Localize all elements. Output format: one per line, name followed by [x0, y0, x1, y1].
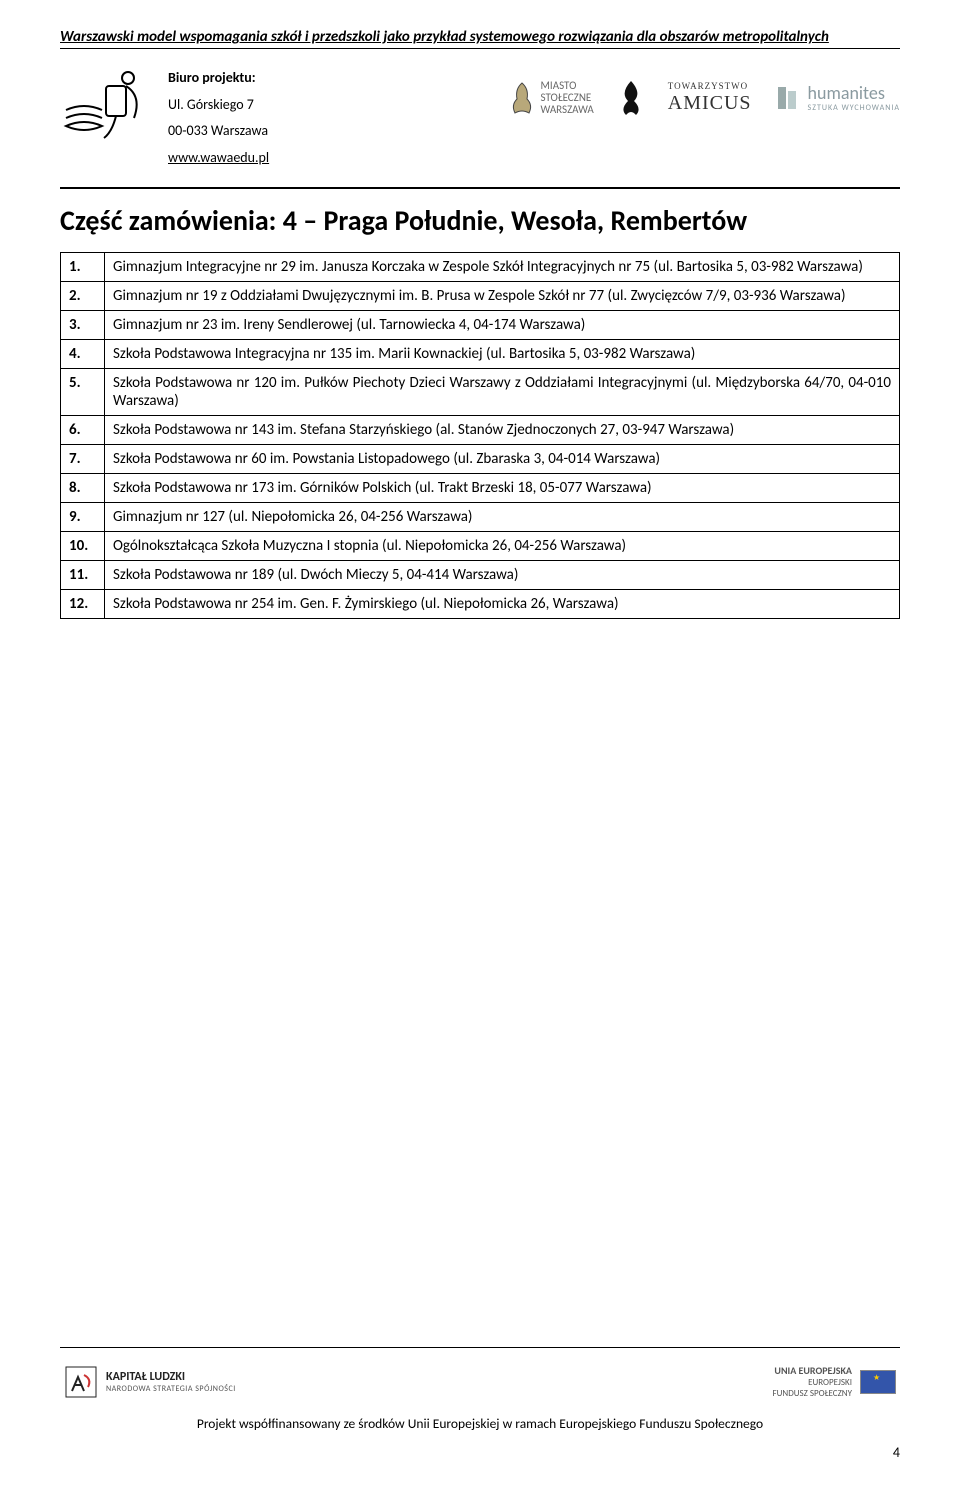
humanites-name: humanites: [808, 84, 900, 104]
row-text: Szkoła Podstawowa nr 143 im. Stefana Sta…: [105, 416, 900, 445]
office-url: www.wawaedu.pl: [168, 145, 318, 172]
table-row: 3.Gimnazjum nr 23 im. Ireny Sendlerowej …: [61, 311, 900, 340]
eu-title: UNIA EUROPEJSKA: [772, 1364, 852, 1377]
row-number: 12.: [61, 590, 105, 619]
row-number: 9.: [61, 503, 105, 532]
row-text: Szkoła Podstawowa nr 173 im. Górników Po…: [105, 474, 900, 503]
partner-warsaw: MIASTO STOŁECZNE WARSZAWA: [509, 80, 594, 116]
row-text: Szkoła Podstawowa Integracyjna nr 135 im…: [105, 340, 900, 369]
table-row: 9.Gimnazjum nr 127 (ul. Niepołomicka 26,…: [61, 503, 900, 532]
kapital-title: KAPITAŁ LUDZKI: [106, 1370, 236, 1384]
table-row: 7.Szkoła Podstawowa nr 60 im. Powstania …: [61, 445, 900, 474]
office-addr1: Ul. Górskiego 7: [168, 92, 318, 119]
partner-logos: MIASTO STOŁECZNE WARSZAWA TOWARZYSTWO AM…: [336, 65, 900, 117]
row-number: 10.: [61, 532, 105, 561]
row-number: 6.: [61, 416, 105, 445]
humanites-sub: SZTUKA WYCHOWANIA: [808, 104, 900, 113]
partner-amicus: TOWARZYSTWO AMICUS: [668, 82, 752, 114]
row-number: 1.: [61, 253, 105, 282]
row-text: Szkoła Podstawowa nr 189 (ul. Dwóch Miec…: [105, 561, 900, 590]
table-row: 4.Szkoła Podstawowa Integracyjna nr 135 …: [61, 340, 900, 369]
table-row: 5.Szkoła Podstawowa nr 120 im. Pułków Pi…: [61, 369, 900, 416]
table-row: 11.Szkoła Podstawowa nr 189 (ul. Dwóch M…: [61, 561, 900, 590]
mermaid-icon: [509, 81, 535, 115]
row-text: Gimnazjum nr 23 im. Ireny Sendlerowej (u…: [105, 311, 900, 340]
table-row: 6.Szkoła Podstawowa nr 143 im. Stefana S…: [61, 416, 900, 445]
header-row: Biuro projektu: Ul. Górskiego 7 00-033 W…: [60, 59, 900, 183]
kapital-icon: [64, 1365, 98, 1399]
header-divider: [60, 187, 900, 189]
footer-logo-eu: UNIA EUROPEJSKA EUROPEJSKI FUNDUSZ SPOŁE…: [772, 1364, 896, 1399]
table-row: 1.Gimnazjum Integracyjne nr 29 im. Janus…: [61, 253, 900, 282]
row-text: Szkoła Podstawowa nr 254 im. Gen. F. Żym…: [105, 590, 900, 619]
footer-cofinance: Projekt współfinansowany ze środków Unii…: [60, 1415, 900, 1432]
footer-logo-kapital: KAPITAŁ LUDZKI NARODOWA STRATEGIA SPÓJNO…: [64, 1365, 236, 1399]
row-number: 3.: [61, 311, 105, 340]
row-number: 5.: [61, 369, 105, 416]
amicus-name: AMICUS: [668, 92, 752, 114]
humanites-icon: [774, 83, 802, 113]
eu-sub1: EUROPEJSKI: [772, 1377, 852, 1388]
office-label: Biuro projektu:: [168, 65, 318, 92]
table-row: 8.Szkoła Podstawowa nr 173 im. Górników …: [61, 474, 900, 503]
footer: KAPITAŁ LUDZKI NARODOWA STRATEGIA SPÓJNO…: [60, 1347, 900, 1461]
office-info: Biuro projektu: Ul. Górskiego 7 00-033 W…: [168, 65, 318, 171]
row-number: 4.: [61, 340, 105, 369]
document-title: Warszawski model wspomagania szkół i prz…: [60, 28, 900, 49]
partner-humanites: humanites SZTUKA WYCHOWANIA: [774, 83, 900, 113]
table-row: 2.Gimnazjum nr 19 z Oddziałami Dwujęzycz…: [61, 282, 900, 311]
row-text: Gimnazjum Integracyjne nr 29 im. Janusza…: [105, 253, 900, 282]
section-heading: Część zamówienia: 4 – Praga Południe, We…: [60, 203, 900, 238]
office-addr2: 00-033 Warszawa: [168, 118, 318, 145]
row-number: 8.: [61, 474, 105, 503]
row-number: 2.: [61, 282, 105, 311]
project-logo: [60, 65, 150, 145]
ribbon-icon: [616, 79, 646, 117]
page-number: 4: [60, 1444, 900, 1461]
footer-divider: [60, 1347, 900, 1348]
row-text: Ogólnokształcąca Szkoła Muzyczna I stopn…: [105, 532, 900, 561]
row-number: 11.: [61, 561, 105, 590]
schools-table: 1.Gimnazjum Integracyjne nr 29 im. Janus…: [60, 252, 900, 619]
kapital-sub: NARODOWA STRATEGIA SPÓJNOŚCI: [106, 1384, 236, 1394]
eu-flag-icon: [860, 1370, 896, 1394]
amicus-top: TOWARZYSTWO: [668, 82, 752, 92]
eu-sub2: FUNDUSZ SPOŁECZNY: [772, 1388, 852, 1399]
row-text: Gimnazjum nr 19 z Oddziałami Dwujęzyczny…: [105, 282, 900, 311]
row-text: Gimnazjum nr 127 (ul. Niepołomicka 26, 0…: [105, 503, 900, 532]
row-text: Szkoła Podstawowa nr 120 im. Pułków Piec…: [105, 369, 900, 416]
row-number: 7.: [61, 445, 105, 474]
table-row: 12.Szkoła Podstawowa nr 254 im. Gen. F. …: [61, 590, 900, 619]
row-text: Szkoła Podstawowa nr 60 im. Powstania Li…: [105, 445, 900, 474]
partner-warsaw-l3: WARSZAWA: [541, 104, 594, 116]
table-row: 10.Ogólnokształcąca Szkoła Muzyczna I st…: [61, 532, 900, 561]
